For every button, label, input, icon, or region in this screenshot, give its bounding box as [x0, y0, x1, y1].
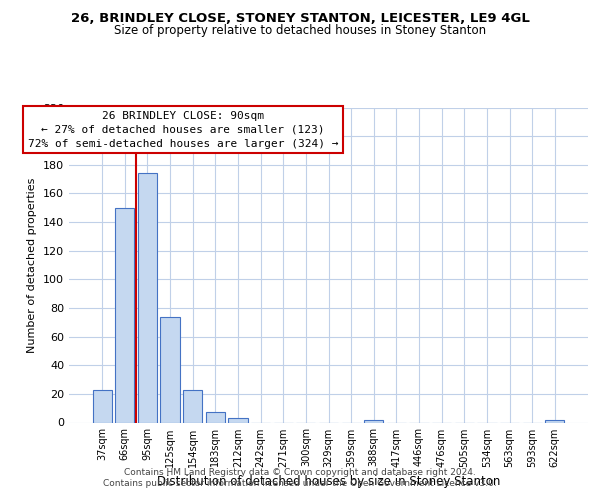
- Bar: [115, 208, 134, 422]
- Bar: [364, 420, 383, 422]
- Bar: [545, 420, 565, 422]
- Bar: [92, 390, 112, 422]
- Text: 26 BRINDLEY CLOSE: 90sqm
← 27% of detached houses are smaller (123)
72% of semi-: 26 BRINDLEY CLOSE: 90sqm ← 27% of detach…: [28, 110, 338, 148]
- X-axis label: Distribution of detached houses by size in Stoney Stanton: Distribution of detached houses by size …: [157, 475, 500, 488]
- Bar: [183, 390, 202, 422]
- Bar: [229, 418, 248, 422]
- Bar: [138, 174, 157, 422]
- Text: Contains HM Land Registry data © Crown copyright and database right 2024.
Contai: Contains HM Land Registry data © Crown c…: [103, 468, 497, 487]
- Text: 26, BRINDLEY CLOSE, STONEY STANTON, LEICESTER, LE9 4GL: 26, BRINDLEY CLOSE, STONEY STANTON, LEIC…: [71, 12, 529, 26]
- Bar: [206, 412, 225, 422]
- Bar: [160, 316, 180, 422]
- Text: Size of property relative to detached houses in Stoney Stanton: Size of property relative to detached ho…: [114, 24, 486, 37]
- Y-axis label: Number of detached properties: Number of detached properties: [28, 178, 37, 352]
